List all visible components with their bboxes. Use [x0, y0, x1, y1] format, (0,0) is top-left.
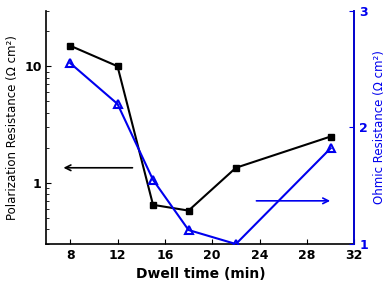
- Y-axis label: Polarization Resistance (Ω cm²): Polarization Resistance (Ω cm²): [5, 35, 18, 220]
- Y-axis label: Ohmic Resistance (Ω cm²): Ohmic Resistance (Ω cm²): [374, 50, 387, 204]
- X-axis label: Dwell time (min): Dwell time (min): [136, 267, 265, 282]
